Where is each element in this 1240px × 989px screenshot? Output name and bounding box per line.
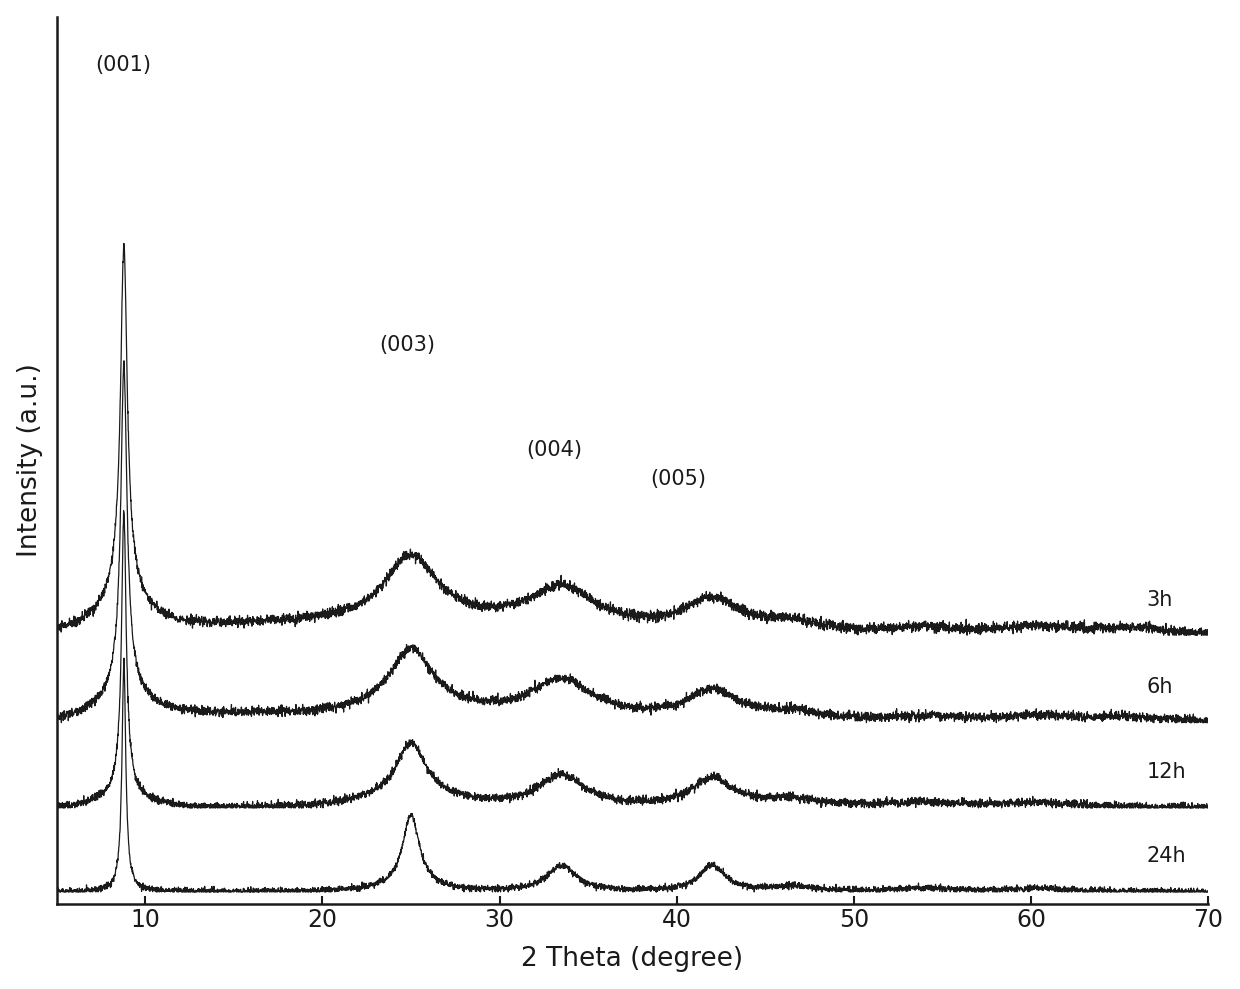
Text: (005): (005)	[650, 470, 706, 490]
Y-axis label: Intensity (a.u.): Intensity (a.u.)	[16, 363, 42, 557]
Text: 6h: 6h	[1146, 677, 1173, 697]
Text: 3h: 3h	[1146, 589, 1173, 609]
X-axis label: 2 Theta (degree): 2 Theta (degree)	[521, 946, 744, 972]
Text: (003): (003)	[379, 335, 435, 355]
Text: (001): (001)	[95, 55, 151, 75]
Text: 24h: 24h	[1146, 847, 1185, 866]
Text: 12h: 12h	[1146, 763, 1185, 782]
Text: (004): (004)	[526, 440, 582, 460]
